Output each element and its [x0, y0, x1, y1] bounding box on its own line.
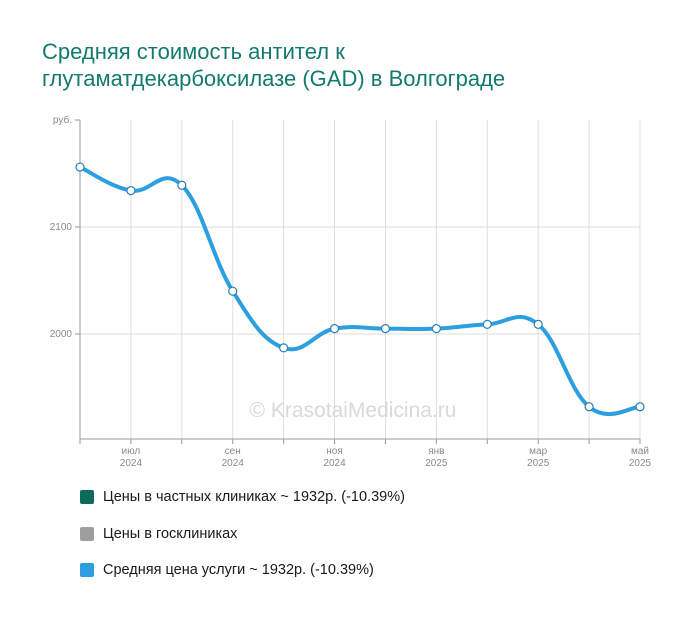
data-point: [228, 286, 238, 296]
x-tick-label-month: ноя: [326, 446, 343, 457]
legend-swatch-public: [80, 526, 94, 541]
x-tick-label-month: май: [631, 446, 649, 457]
data-point: [75, 162, 85, 172]
x-tick-label-month: мар: [529, 446, 547, 457]
chart-title: Средняя стоимость антител к глутаматдека…: [42, 38, 682, 92]
chart-title-line-1: Средняя стоимость антител к: [42, 39, 345, 64]
chart-series: [75, 162, 645, 416]
chart-grid: [80, 120, 641, 439]
data-point: [431, 324, 441, 334]
legend-label-average: Средняя цена услуги ~ 1932р. (-10.39%): [103, 562, 374, 578]
data-point: [380, 324, 391, 334]
chart-legend: Цены в частных клиниках ~ 1932р. (-10.39…: [80, 488, 405, 598]
chart-title-line-2: глутаматдекарбоксилазе (GAD) в Волгоград…: [42, 66, 506, 91]
chart-tick-labels: руб.20002100июл2024сен2024ноя2024янв2025…: [50, 114, 652, 469]
data-point: [584, 402, 594, 412]
legend-swatch-private: [80, 490, 94, 504]
chart-axes: [75, 119, 641, 444]
legend-item-private[interactable]: Цены в частных клиниках ~ 1932р. (-10.39…: [80, 488, 405, 506]
data-point: [329, 324, 340, 334]
x-tick-label-month: июл: [122, 446, 141, 457]
data-point: [126, 186, 136, 196]
series-line: [78, 165, 642, 416]
x-tick-label-month: сен: [225, 446, 241, 457]
data-point: [533, 319, 543, 329]
x-tick-label-year: 2024: [120, 458, 143, 469]
y-tick-label: 2100: [50, 222, 73, 233]
legend-item-public[interactable]: Цены в госклиниках: [80, 525, 405, 543]
legend-label-private: Цены в частных клиниках ~ 1932р. (-10.39…: [103, 489, 405, 505]
legend-swatch-average: [80, 563, 94, 577]
data-point: [177, 180, 187, 190]
data-point: [279, 343, 289, 353]
legend-label-public: Цены в госклиниках: [103, 525, 238, 542]
x-tick-label-year: 2025: [527, 458, 550, 469]
x-tick-label-year: 2024: [323, 458, 346, 469]
x-tick-label-month: янв: [428, 446, 444, 457]
legend-item-average[interactable]: Средняя цена услуги ~ 1932р. (-10.39%): [80, 561, 405, 579]
y-axis-unit-label: руб.: [53, 114, 72, 126]
y-tick-label: 2000: [50, 329, 73, 340]
data-point: [482, 319, 492, 329]
x-tick-label-year: 2024: [222, 458, 245, 469]
data-point: [635, 402, 645, 412]
watermark-text: © KrasotaiMedicina.ru: [250, 399, 457, 422]
x-tick-label-year: 2025: [629, 458, 652, 469]
x-tick-label-year: 2025: [425, 458, 448, 469]
